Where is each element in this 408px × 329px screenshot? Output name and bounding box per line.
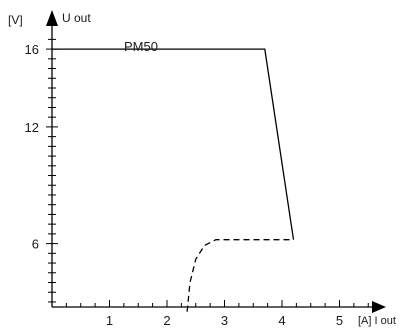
y-axis-unit: [V] [8, 13, 23, 27]
x-tick-label: 1 [106, 313, 113, 328]
y-tick-label: 16 [25, 42, 39, 57]
series [52, 48, 295, 312]
series-line-dashed-1 [186, 239, 294, 312]
y-axis-label: U out [62, 11, 91, 25]
x-axis-label: [A] I out [358, 315, 396, 327]
y-tick-label: 6 [32, 237, 39, 252]
x-axis-arrow [372, 301, 386, 313]
x-tick-label: 3 [221, 313, 228, 328]
series-label-pm50: PM50 [124, 39, 158, 54]
labels: [V] U out [A] I out PM50 [8, 11, 396, 327]
x-tick-label: 4 [278, 313, 285, 328]
x-tick-label: 5 [336, 313, 343, 328]
y-tick-label: 12 [25, 120, 39, 135]
y-axis-arrow [46, 10, 58, 26]
series-line-pm50 [52, 48, 295, 240]
x-tick-label: 2 [163, 313, 170, 328]
axes [46, 10, 386, 313]
